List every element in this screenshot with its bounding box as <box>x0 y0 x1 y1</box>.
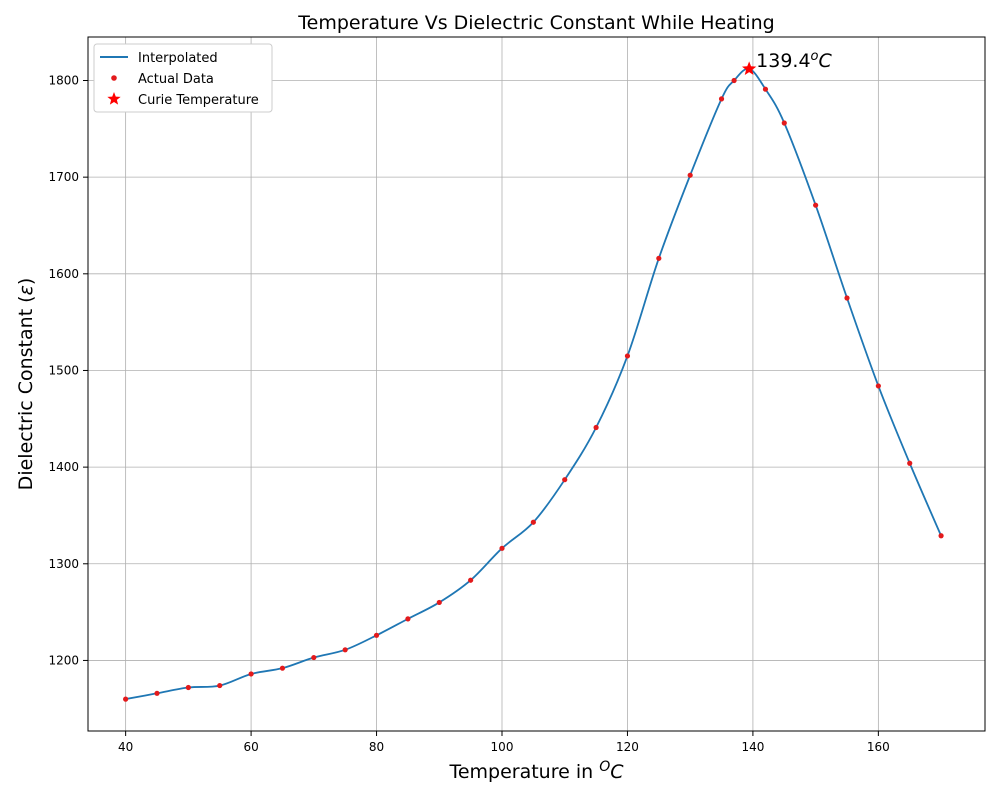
data-point <box>781 120 787 126</box>
data-point <box>624 353 631 359</box>
data-point <box>154 690 160 696</box>
legend: Interpolated Actual Data Curie Temperatu… <box>93 43 273 113</box>
data-point <box>217 682 223 689</box>
legend-swatch-curie-temperature <box>107 92 121 105</box>
series-layer <box>123 61 944 702</box>
y-tick-label: 1600 <box>48 267 79 281</box>
data-point <box>248 671 254 677</box>
data-point <box>373 632 380 638</box>
data-point <box>530 519 536 525</box>
plot-frame <box>87 36 986 732</box>
curie-temperature-star <box>742 61 757 75</box>
data-point <box>762 86 769 92</box>
y-axis-label-close: ) <box>15 278 37 285</box>
data-point <box>279 665 286 671</box>
x-axis-label-unit: C <box>610 761 624 783</box>
grid-layer <box>88 37 985 731</box>
x-axis-label-text: Temperature in <box>448 761 599 783</box>
legend-label-curie-temperature: Curie Temperature <box>138 93 259 108</box>
data-point <box>185 684 191 691</box>
data-point <box>342 647 348 653</box>
data-point <box>938 533 944 539</box>
data-point <box>656 255 662 261</box>
data-point <box>436 599 442 606</box>
x-tick-label: 80 <box>369 740 384 754</box>
y-axis-label-text: Dielectric Constant ( <box>15 295 37 490</box>
data-point <box>468 577 474 583</box>
legend-swatch-actual-data <box>111 75 117 81</box>
y-tick-label: 1400 <box>48 460 79 474</box>
y-axis-label: Dielectric Constant (ε) <box>15 278 37 491</box>
y-tick-label: 1200 <box>48 653 79 667</box>
x-tick-label: 60 <box>243 740 258 754</box>
annotation-value: 139.4 <box>756 50 810 72</box>
y-tick-label: 1800 <box>48 73 79 87</box>
x-axis-label: Temperature in OC <box>448 759 624 783</box>
data-point <box>718 96 725 102</box>
chart-title: Temperature Vs Dielectric Constant While… <box>297 12 774 34</box>
data-point <box>593 424 599 431</box>
data-point <box>123 696 129 702</box>
annotation-unit: C <box>819 50 833 72</box>
data-point <box>562 477 568 483</box>
data-point <box>875 383 881 389</box>
y-axis-label-symbol: ε <box>15 285 37 295</box>
data-point <box>844 295 850 301</box>
legend-box <box>93 43 273 113</box>
annotation-superscript: o <box>811 49 819 64</box>
y-tick-label: 1700 <box>48 170 79 184</box>
data-point <box>311 654 317 661</box>
legend-label-interpolated: Interpolated <box>138 51 218 66</box>
y-tick-label: 1300 <box>48 557 79 571</box>
x-axis-label-superscript: O <box>599 759 610 775</box>
x-tick-label: 100 <box>491 740 514 754</box>
interpolated-line <box>125 67 942 700</box>
tick-layer: 40 60 80 100 120 140 160 1200 1300 1400 1500 1600 17… <box>48 73 889 754</box>
y-tick-label: 1500 <box>48 363 79 377</box>
curie-temperature-annotation: 139.4oC <box>756 49 832 72</box>
data-point <box>907 460 913 466</box>
x-tick-label: 40 <box>118 740 133 754</box>
data-point <box>499 545 505 551</box>
x-tick-label: 140 <box>741 740 764 754</box>
legend-label-actual-data: Actual Data <box>138 72 214 87</box>
x-tick-label: 160 <box>867 740 890 754</box>
data-point <box>813 202 819 208</box>
x-tick-label: 120 <box>616 740 639 754</box>
data-point <box>731 77 737 84</box>
data-point <box>687 172 693 178</box>
data-point <box>405 616 411 622</box>
